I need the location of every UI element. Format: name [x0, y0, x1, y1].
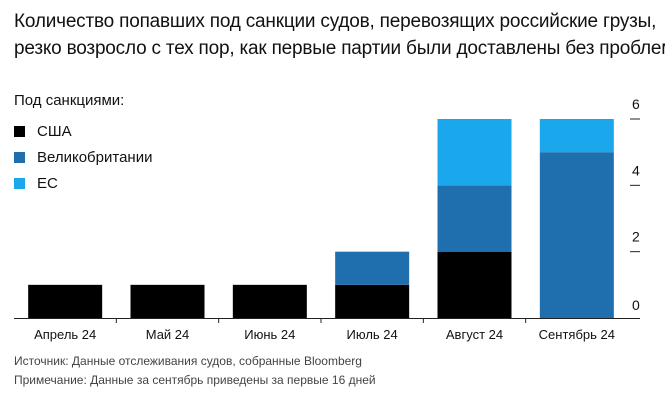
- legend-item-usa: США: [14, 118, 152, 144]
- y-tick-label-1: 0: [632, 297, 640, 313]
- source-note: Источник: Данные отслеживания судов, соб…: [14, 354, 362, 368]
- bar-4-series-2: [335, 251, 410, 285]
- x-tick-label-2: Май 24: [146, 327, 190, 342]
- data-note: Примечание: Данные за сентябрь приведены…: [14, 373, 376, 387]
- legend-item-eu: ЕС: [14, 170, 152, 196]
- bar-5-series-2: [437, 185, 512, 252]
- y-tick-label-2: 2: [632, 229, 640, 245]
- bar-5-series-3: [437, 119, 512, 186]
- title-line-2: резко возросло с тех пор, как первые пар…: [14, 38, 665, 59]
- chart-title: Количество попавших под санкции судов, п…: [14, 8, 665, 62]
- x-tick-label-5: Август 24: [446, 327, 503, 342]
- legend: Под санкциями: США Великобритании ЕС: [14, 92, 152, 196]
- legend-label-uk: Великобритании: [37, 148, 153, 166]
- legend-swatch-uk: [14, 151, 25, 163]
- title-line-1: Количество попавших под санкции судов, п…: [14, 11, 657, 32]
- legend-label-usa: США: [37, 122, 72, 140]
- x-tick-label-4: Июль 24: [347, 327, 398, 342]
- y-tick-label-3: 4: [632, 162, 640, 178]
- legend-title: Под санкциями:: [14, 92, 125, 109]
- x-tick-label-1: Апрель 24: [34, 327, 96, 342]
- bar-3-series-1: [232, 284, 307, 318]
- bar-2-series-1: [130, 284, 205, 318]
- y-tick-label-4: 6: [632, 96, 640, 112]
- bar-6-series-3: [539, 119, 614, 153]
- legend-item-uk: Великобритании: [14, 144, 152, 170]
- legend-swatch-eu: [14, 177, 25, 189]
- x-tick-label-6: Сентябрь 24: [539, 327, 615, 342]
- footer: Источник: Данные отслеживания судов, соб…: [14, 352, 376, 390]
- bar-5-series-1: [437, 251, 512, 318]
- bar-1-series-1: [28, 284, 103, 318]
- bar-6-series-2: [539, 152, 614, 318]
- bar-4-series-1: [335, 284, 410, 318]
- x-tick-label-3: Июнь 24: [244, 327, 295, 342]
- legend-swatch-usa: [14, 125, 25, 137]
- legend-label-eu: ЕС: [37, 174, 58, 192]
